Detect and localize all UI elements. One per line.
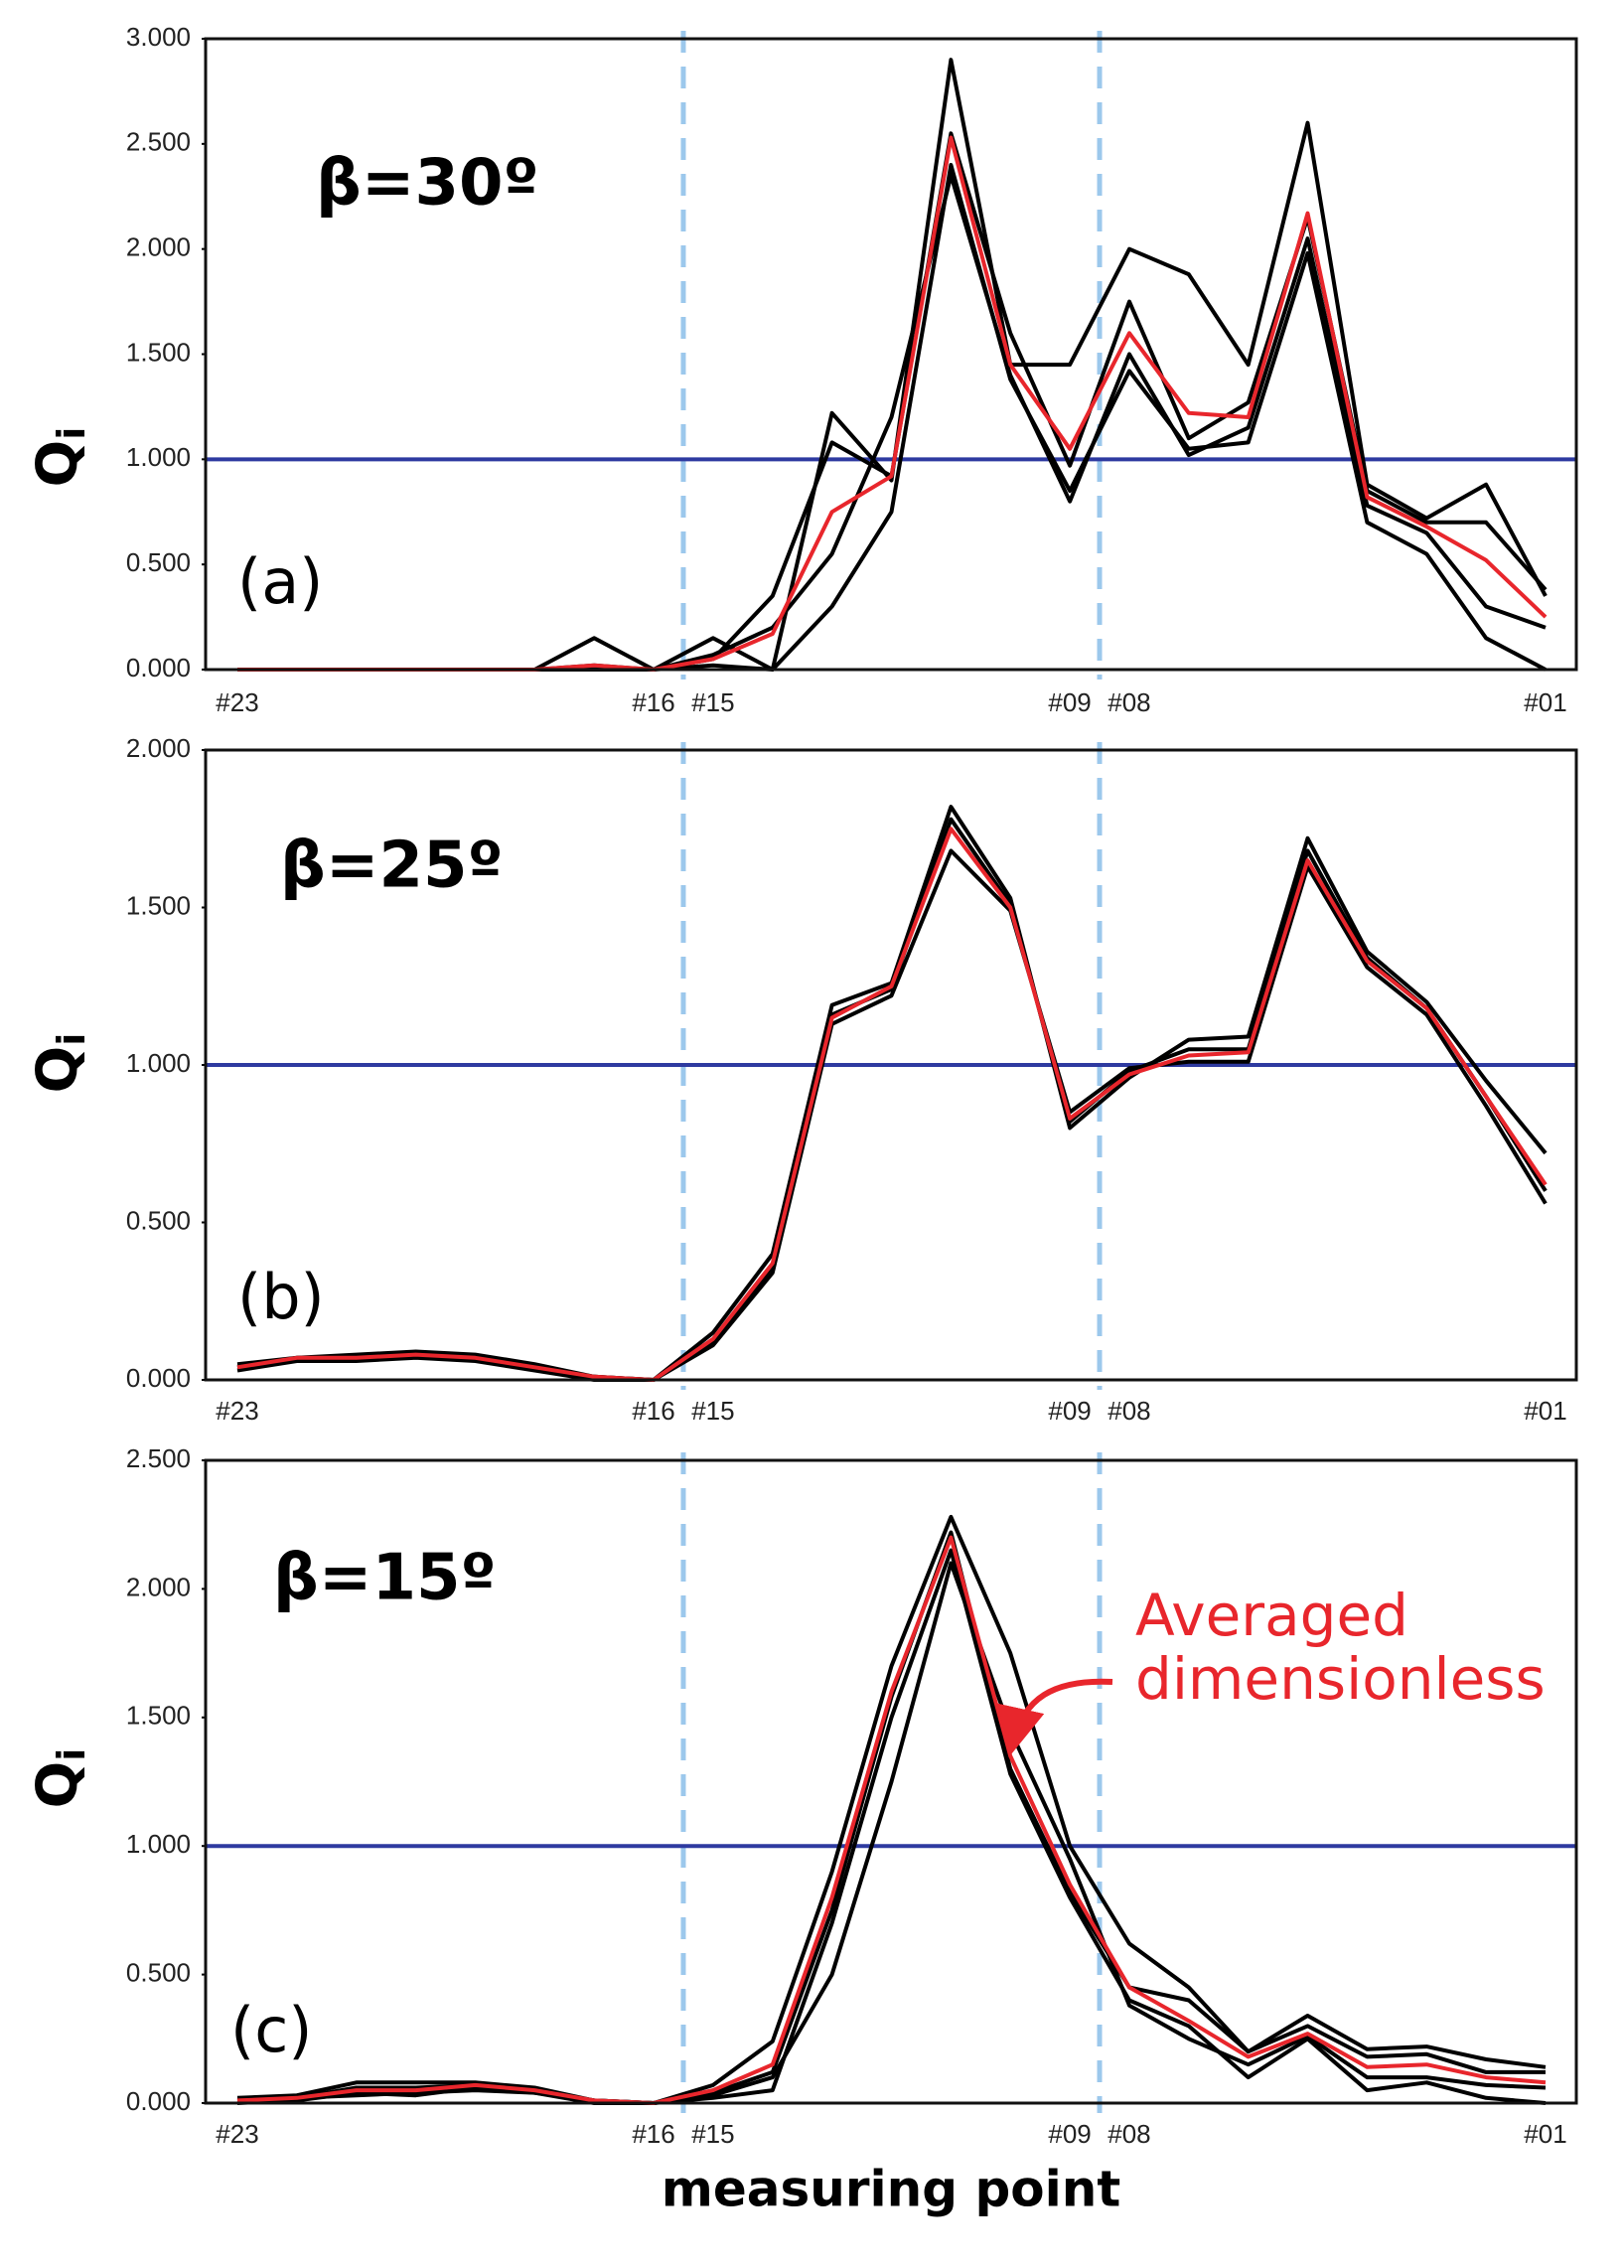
series-line bbox=[236, 848, 1548, 1382]
x-tick-label: #16 bbox=[632, 1396, 674, 1426]
x-tick-label: #15 bbox=[691, 2119, 734, 2149]
beta-label: β=30º bbox=[316, 147, 539, 221]
x-tick-label: #16 bbox=[632, 2119, 674, 2149]
y-axis-label-main: Q bbox=[26, 1046, 90, 1094]
plot-frame bbox=[204, 1458, 1578, 2105]
note-line: Averaged bbox=[1135, 1582, 1408, 1649]
y-axis-label: Qi bbox=[26, 1748, 92, 1809]
x-tick-label: #08 bbox=[1107, 1396, 1150, 1426]
beta-label: β=25º bbox=[280, 830, 504, 903]
y-tick-label: 2.000 bbox=[126, 232, 191, 262]
y-tick-label: 1.500 bbox=[126, 337, 191, 367]
y-tick-label: 2.500 bbox=[126, 127, 191, 157]
y-tick-label: 0.500 bbox=[126, 1957, 191, 1987]
y-axis-label: Qi bbox=[26, 1033, 92, 1094]
panel-label: (b) bbox=[237, 1261, 325, 1333]
x-tick-label: #01 bbox=[1524, 1396, 1566, 1426]
note-text: Averaged dimensionless bbox=[1135, 1582, 1546, 1713]
y-axis-label-sub: i bbox=[50, 1033, 93, 1046]
y-tick-label: 0.500 bbox=[126, 547, 191, 577]
x-tick-label: #09 bbox=[1048, 2119, 1091, 2149]
y-tick-label: 0.000 bbox=[126, 2086, 191, 2116]
series-line bbox=[236, 1548, 1547, 2105]
y-axis-label-main: Q bbox=[26, 1761, 90, 1809]
plot-frame bbox=[204, 37, 1578, 672]
series-line bbox=[236, 1514, 1547, 2105]
x-tick-label: #15 bbox=[691, 687, 734, 717]
y-tick-label: 2.000 bbox=[126, 1572, 191, 1601]
x-tick-label: #23 bbox=[216, 687, 258, 717]
y-tick-label: 0.000 bbox=[126, 653, 191, 682]
y-axis-label-sub: i bbox=[50, 1748, 93, 1761]
series-line bbox=[236, 817, 1548, 1382]
series-line bbox=[236, 1535, 1547, 2105]
plot-frame bbox=[204, 748, 1578, 1382]
x-axis-label: measuring point bbox=[662, 2161, 1120, 2218]
series-line bbox=[237, 173, 1547, 672]
y-axis-label-sub: i bbox=[50, 427, 93, 440]
y-tick-label: 0.500 bbox=[126, 1205, 191, 1235]
y-tick-label: 2.500 bbox=[126, 1443, 191, 1473]
y-tick-label: 3.000 bbox=[126, 22, 191, 52]
y-tick-label: 0.000 bbox=[126, 1363, 191, 1393]
x-tick-label: #01 bbox=[1524, 687, 1566, 717]
y-tick-label: 1.000 bbox=[126, 1048, 191, 1078]
y-axis-label: Qi bbox=[26, 427, 92, 488]
x-tick-label: #23 bbox=[216, 2119, 258, 2149]
y-tick-label: 1.500 bbox=[126, 1701, 191, 1731]
y-tick-label: 1.000 bbox=[126, 442, 191, 472]
x-tick-label: #01 bbox=[1524, 2119, 1566, 2149]
y-tick-label: 1.500 bbox=[126, 890, 191, 920]
x-tick-label: #08 bbox=[1107, 2119, 1150, 2149]
y-tick-label: 2.000 bbox=[126, 733, 191, 763]
panel-label: (c) bbox=[230, 1994, 312, 2066]
x-tick-label: #16 bbox=[632, 687, 674, 717]
y-tick-label: 1.000 bbox=[126, 1829, 191, 1859]
y-axis-label-main: Q bbox=[26, 440, 90, 488]
beta-label: β=15º bbox=[273, 1542, 497, 1615]
panel-label: (a) bbox=[237, 545, 323, 618]
x-tick-label: #15 bbox=[691, 1396, 734, 1426]
note-line: dimensionless bbox=[1135, 1645, 1546, 1713]
x-tick-label: #09 bbox=[1048, 1396, 1091, 1426]
note-arrow bbox=[997, 1678, 1113, 1755]
x-tick-label: #23 bbox=[216, 1396, 258, 1426]
series-line bbox=[236, 827, 1548, 1382]
x-tick-label: #08 bbox=[1107, 687, 1150, 717]
x-tick-label: #09 bbox=[1048, 687, 1091, 717]
